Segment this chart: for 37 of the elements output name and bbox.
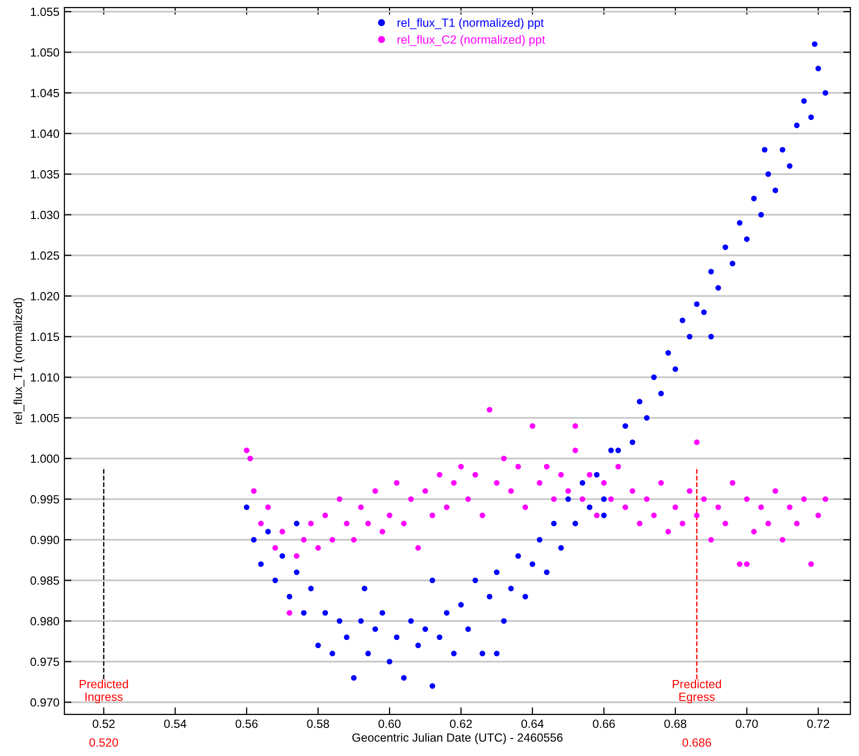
y-tick-label: 0.990	[30, 536, 60, 544]
y-axis-title: rel_flux_T1 (normalized)	[13, 298, 24, 424]
text: 0.686	[682, 738, 712, 747]
ref-line-label: Predicted Egress	[672, 680, 721, 704]
y-tick-label: 1.020	[30, 292, 60, 300]
y-tick-label: 1.055	[30, 8, 60, 16]
y-tick-label: 0.975	[30, 658, 60, 666]
y-tick-label: 1.030	[30, 210, 60, 220]
x-tick-label: 0.58	[307, 720, 330, 728]
y-tick-label: 0.970	[30, 698, 60, 707]
y-tick-label: 1.005	[30, 414, 60, 422]
x-tick-label: 0.54	[164, 720, 186, 728]
y-tick-label: 1.000	[30, 454, 60, 463]
y-tick-label: 1.040	[30, 130, 60, 138]
y-tick-label: 1.015	[30, 332, 60, 342]
y-tick-label: 0.980	[30, 617, 60, 626]
y-tick-label: 0.985	[30, 576, 60, 585]
legend-label: rel_flux_C2 (normalized) ppt	[398, 35, 546, 46]
x-tick-label: 0.52	[92, 720, 115, 728]
legend-label: rel_flux_T1 (normalized) ppt	[398, 18, 544, 30]
x-tick-label: 0.60	[378, 720, 401, 728]
text: 0.520	[89, 738, 118, 747]
y-tick-label: 1.050	[30, 48, 60, 57]
y-tick-label: 1.010	[30, 373, 60, 382]
ref-line-label: Predicted Ingress	[80, 680, 128, 704]
x-tick-label: 0.64	[521, 720, 544, 728]
y-tick-label: 1.045	[30, 88, 60, 98]
x-tick-label: 0.72	[807, 720, 830, 728]
x-tick-label: 0.62	[450, 720, 472, 728]
x-tick-label: 0.66	[592, 720, 615, 728]
y-tick-label: 0.995	[30, 495, 60, 504]
x-tick-label: 0.70	[736, 720, 758, 728]
x-tick-label: 0.56	[236, 720, 258, 728]
x-axis-title: Geocentric Julian Date (UTC) - 2460556	[352, 733, 563, 744]
y-tick-label: 1.035	[30, 170, 60, 179]
x-tick-label: 0.68	[664, 720, 686, 728]
y-tick-label: 1.025	[30, 251, 60, 260]
